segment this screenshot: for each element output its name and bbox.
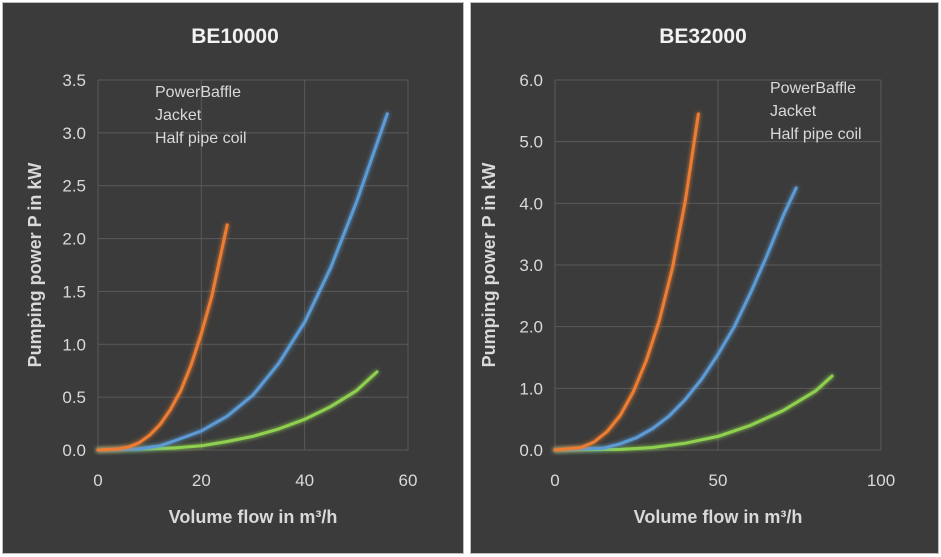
y-tick-label: 2.5 — [62, 177, 86, 196]
x-axis-title: Volume flow in m³/h — [634, 507, 803, 527]
y-tick-label: 3.0 — [62, 124, 86, 143]
legend-label: Jacket — [155, 107, 202, 124]
series-line-powerbaffle — [96, 370, 379, 452]
x-tick-label: 40 — [295, 471, 314, 490]
y-tick-label: 5.0 — [519, 133, 543, 152]
series-line-half-pipe-coil — [553, 112, 700, 452]
y-tick-label: 3.0 — [519, 256, 543, 275]
y-tick-label: 0.0 — [519, 441, 543, 460]
legend-label: PowerBaffle — [155, 84, 241, 101]
legend-label: PowerBaffle — [770, 80, 856, 97]
x-tick-label: 60 — [399, 471, 418, 490]
y-tick-label: 2.0 — [519, 318, 543, 337]
x-tick-label: 0 — [550, 471, 559, 490]
series-line-powerbaffle — [553, 374, 834, 452]
chart-title: BE32000 — [659, 25, 747, 48]
y-tick-label: 1.0 — [62, 335, 86, 354]
y-tick-label: 1.5 — [62, 282, 86, 301]
legend-label: Jacket — [770, 103, 817, 120]
x-tick-label: 0 — [93, 471, 102, 490]
y-tick-label: 4.0 — [519, 194, 543, 213]
y-tick-label: 0.0 — [62, 441, 86, 460]
y-axis-title: Pumping power P in kW — [25, 163, 45, 368]
series-line-half-pipe-coil — [96, 223, 229, 452]
x-axis-title: Volume flow in m³/h — [169, 507, 338, 527]
chart-panel-be10000: BE10000 0.0 0.5 1.0 1.5 2.0 2.5 3.0 3.5 0 20 40 60 Vo… — [2, 2, 464, 554]
x-tick-label: 50 — [709, 471, 728, 490]
chart-title: BE10000 — [191, 25, 279, 48]
x-tick-label: 100 — [867, 471, 895, 490]
legend-label: Half pipe coil — [770, 126, 862, 143]
legend-label: Half pipe coil — [155, 130, 247, 147]
y-tick-label: 1.0 — [519, 379, 543, 398]
chart-panel-be32000: BE32000 0.0 1.0 2.0 3.0 4.0 5.0 6.0 0 50 100 Volume… — [470, 2, 939, 554]
y-axis-title: Pumping power P in kW — [479, 163, 499, 368]
y-tick-label: 6.0 — [519, 71, 543, 90]
series-line-jacket — [96, 112, 389, 452]
series-line-jacket — [553, 186, 798, 452]
y-tick-label: 3.5 — [62, 71, 86, 90]
x-tick-label: 20 — [192, 471, 211, 490]
y-tick-label: 0.5 — [62, 388, 86, 407]
chart-be10000: BE10000 0.0 0.5 1.0 1.5 2.0 2.5 3.0 3.5 0 20 40 60 Vo… — [25, 25, 418, 527]
chart-be32000: BE32000 0.0 1.0 2.0 3.0 4.0 5.0 6.0 0 50 100 Volume… — [479, 25, 895, 527]
y-tick-label: 2.0 — [62, 230, 86, 249]
